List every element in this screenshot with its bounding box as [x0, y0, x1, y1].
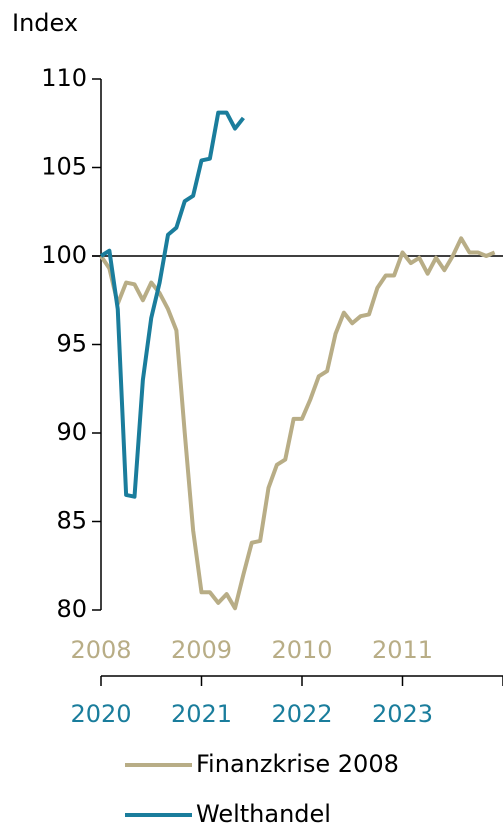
y-tick-label: 95: [56, 330, 87, 358]
x-tick-label-secondary: 2020: [70, 700, 131, 728]
legend-label: Welthandel: [196, 800, 331, 828]
y-tick-label: 80: [56, 595, 87, 623]
y-tick-label: 110: [41, 64, 87, 92]
y-axis-label: Index: [12, 9, 78, 37]
legend-label: Finanzkrise 2008: [196, 750, 399, 778]
x-tick-label: 2008: [70, 636, 131, 664]
x-tick-label-secondary: 2021: [171, 700, 232, 728]
y-tick-label: 90: [56, 418, 87, 446]
x-tick-label: 2009: [171, 636, 232, 664]
series-line: [99, 236, 496, 611]
x-tick-label-secondary: 2022: [271, 700, 332, 728]
x-tick-label: 2011: [372, 636, 433, 664]
y-tick-label: 100: [41, 241, 87, 269]
x-tick-label: 2010: [271, 636, 332, 664]
y-tick-label: 105: [41, 153, 87, 181]
series-line: [99, 110, 245, 499]
y-tick-label: 85: [56, 507, 87, 535]
x-tick-label-secondary: 2023: [372, 700, 433, 728]
